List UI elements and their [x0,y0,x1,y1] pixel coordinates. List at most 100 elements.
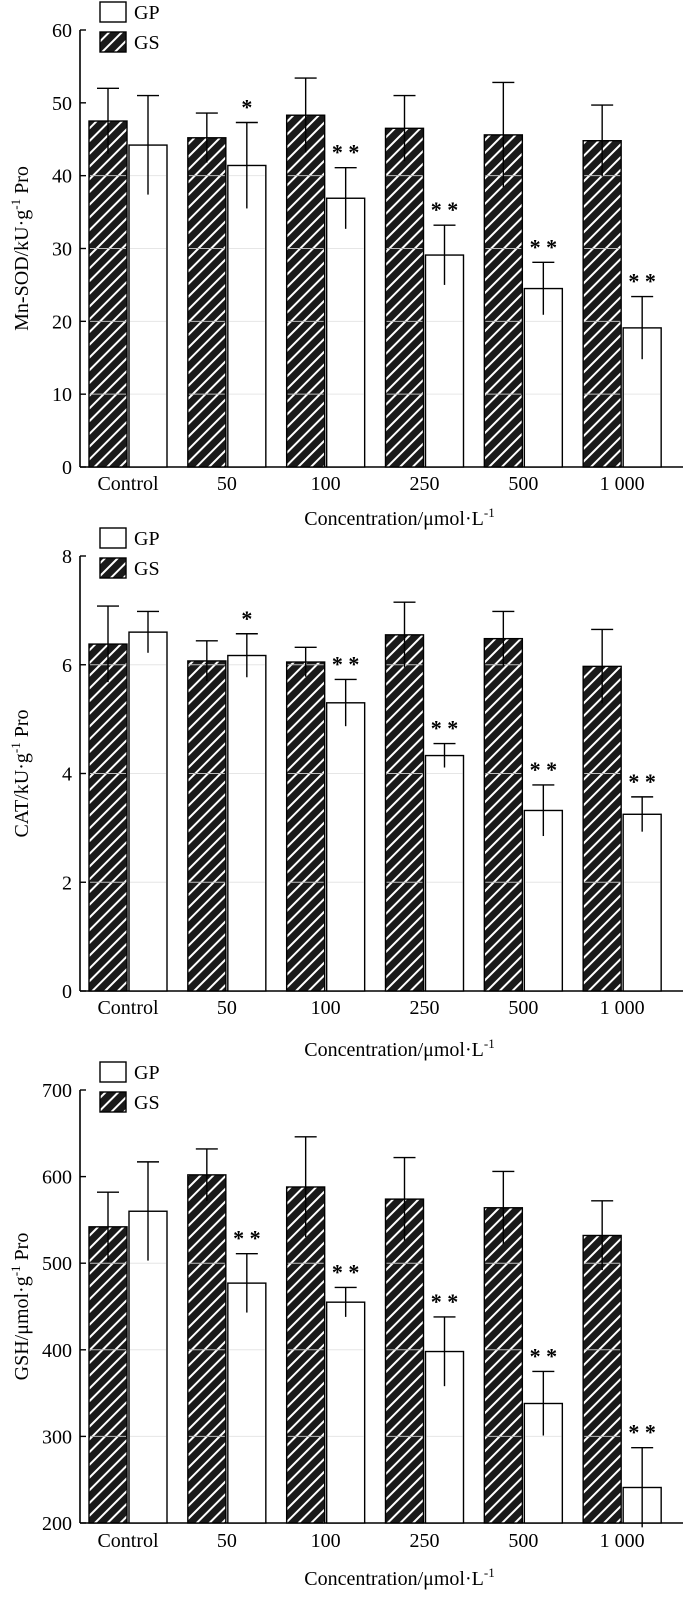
bar-gs-1 [88,120,128,468]
significance-mark: * * [628,769,656,794]
significance-mark: * * [332,1259,360,1284]
y-tick-label: 20 [52,311,72,333]
bar-gs-5 [483,637,524,992]
x-tick-label: 1 000 [600,997,645,1019]
x-tick-label: 250 [410,997,440,1019]
legend-label: GS [134,1092,160,1114]
x-axis-title: Concentration/μmol·L-1 [304,1565,494,1590]
y-tick-label: 2 [62,872,72,894]
x-tick-label: 50 [217,997,237,1019]
chart-panel-3: 200 300 400 500 600 700 GSH/μmol·g-1 Pro Contro… [8,1061,683,1590]
bar-gp-3 [325,197,366,468]
y-tick-label: 700 [42,1080,72,1102]
significance-mark: * * [332,651,360,676]
y-tick-label: 300 [42,1426,72,1448]
y-tick-label: 4 [62,764,72,786]
bar-gs-3 [285,1186,326,1524]
bar-gp-2 [227,164,267,468]
significance-mark: * [241,94,252,119]
bar-gp-4 [424,754,465,992]
y-tick-label: 200 [42,1513,72,1535]
x-tick-label: 1 000 [600,473,645,495]
significance-mark: * * [530,234,558,259]
bar-gp-1 [128,144,168,468]
y-tick-label: 50 [52,93,72,115]
y-axis-title: Mn-SOD/kU·g-1 Pro [8,166,33,331]
y-tick-label: 8 [62,546,72,568]
bar-gs-6 [582,665,622,992]
bar-gp-3 [325,1301,366,1524]
bar-gs-6 [582,1234,622,1524]
y-tick-label: 60 [52,20,72,42]
chart-panel-1: 0 10 20 30 40 50 60 Mn-SOD/kU·g-1 Pro Control * 50… [8,1,683,530]
x-tick-label: 100 [311,997,341,1019]
significance-mark: * * [628,269,656,294]
bar-gp-4 [424,254,465,468]
legend-swatch-gs [99,557,127,579]
bar-gp-1 [128,631,168,992]
bar-gs-2 [187,1174,227,1524]
legend-swatch-gp [99,1,127,23]
y-axis-title: CAT/kU·g-1 Pro [8,709,33,837]
x-axis-title: Concentration/μmol·L-1 [304,505,494,530]
significance-mark: * * [431,1289,459,1314]
x-tick-label: 500 [508,473,538,495]
significance-mark: * * [628,1420,656,1445]
bar-gs-2 [187,137,227,468]
significance-mark: * [241,606,252,631]
bar-gs-3 [285,114,326,468]
legend-swatch-gs [99,31,127,53]
x-tick-label: 50 [217,1530,237,1552]
x-axis-title: Concentration/μmol·L-1 [304,1036,494,1061]
legend-label: GP [134,2,160,24]
bar-gp-6 [622,813,662,992]
bar-gp-2 [227,1282,267,1524]
y-axis-title: GSH/μmol·g-1 Pro [8,1233,33,1381]
bar-gs-1 [88,1226,128,1524]
x-tick-label: 1 000 [600,1530,645,1552]
bar-gs-4 [384,634,425,992]
x-tick-label: 250 [410,1530,440,1552]
x-tick-label: 500 [508,1530,538,1552]
y-tick-label: 400 [42,1340,72,1362]
legend-swatch-gp [99,527,127,549]
x-tick-label: 500 [508,997,538,1019]
bar-gs-5 [483,1207,524,1524]
chart-panel-2: 0 2 4 6 8 CAT/kU·g-1 Pro Control * 50 * * 100 * * 25… [8,527,683,1061]
x-tick-label: Control [97,997,159,1019]
y-tick-label: 6 [62,655,72,677]
significance-mark: * * [431,716,459,741]
y-tick-label: 40 [52,166,72,188]
y-tick-label: 30 [52,239,72,261]
x-tick-label: 100 [311,1530,341,1552]
significance-mark: * * [332,140,360,165]
y-tick-label: 0 [62,981,72,1003]
bar-gs-2 [187,660,227,992]
bar-gs-4 [384,1198,425,1524]
bar-gs-5 [483,134,524,468]
x-tick-label: Control [97,473,159,495]
bar-gp-3 [325,702,366,992]
x-tick-label: 100 [311,473,341,495]
bar-gs-4 [384,127,425,468]
legend-label: GP [134,1062,160,1084]
y-tick-label: 0 [62,457,72,479]
significance-mark: * * [530,757,558,782]
legend-swatch-gs [99,1091,127,1113]
significance-mark: * * [431,197,459,222]
bar-gs-6 [582,140,622,468]
x-tick-label: 50 [217,473,237,495]
bar-gs-3 [285,661,326,992]
bar-gp-5 [523,287,564,468]
y-tick-label: 10 [52,384,72,406]
legend-label: GP [134,528,160,550]
legend-label: GS [134,558,160,580]
legend-label: GS [134,32,160,54]
legend-swatch-gp [99,1061,127,1083]
x-tick-label: Control [97,1530,159,1552]
significance-mark: * * [233,1226,261,1251]
x-tick-label: 250 [410,473,440,495]
bar-gs-1 [88,643,128,992]
bar-gp-5 [523,809,564,992]
